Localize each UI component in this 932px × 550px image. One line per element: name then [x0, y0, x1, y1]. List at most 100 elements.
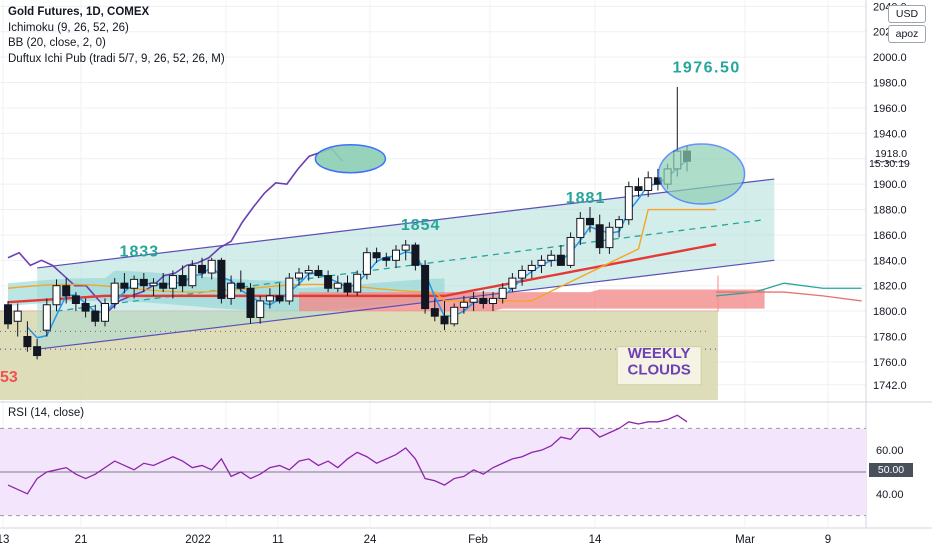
weekly-label-1: WEEKLY [628, 345, 691, 362]
annotation-1976-50: 1976.50 [672, 59, 740, 76]
time-axis[interactable]: 13 21 2022 11 24 Feb 14 Mar 9 [0, 534, 831, 546]
candle-body [130, 278, 139, 289]
candle-body [324, 275, 333, 289]
candle-body [440, 315, 449, 325]
highlight-ellipse-left [314, 143, 387, 174]
candle-body [469, 297, 478, 303]
price-tick: 1940.0 [873, 128, 907, 140]
candle-body [33, 346, 42, 357]
candle-body [295, 272, 303, 279]
candle-body [207, 259, 216, 274]
chart-legend: Gold Futures, 1D, COMEX Ichimoku (9, 26,… [8, 5, 225, 67]
candles [4, 86, 691, 360]
candle-body [52, 285, 61, 306]
candle-body [188, 264, 197, 287]
price-tick: 1742.0 [873, 380, 907, 392]
candle-body [595, 224, 604, 249]
candle-body [81, 302, 90, 312]
candle-body [314, 269, 323, 277]
currency-button[interactable]: USD [888, 5, 926, 23]
price-tick: 1820.0 [873, 281, 907, 293]
legend-bb[interactable]: BB (20, close, 2, 0) [8, 37, 106, 49]
candle-body [537, 259, 546, 266]
rsi-tick: 40.00 [876, 489, 904, 501]
candle-body [101, 302, 109, 322]
future-cloud-red [716, 291, 862, 302]
time-tick: 13 [0, 534, 9, 546]
annotation-1881: 1881 [566, 190, 606, 207]
candle-body [518, 269, 527, 279]
candle-body [265, 295, 274, 302]
time-tick: 14 [589, 534, 602, 546]
kijun-line [7, 243, 717, 304]
chikou-line [7, 147, 344, 313]
candle-body [62, 285, 71, 297]
legend-ichimoku[interactable]: Ichimoku (9, 26, 52, 26) [8, 21, 129, 34]
annotations: 1833 1854 1881 1976.50 53 WEEKLY CLOUDS [0, 59, 740, 386]
candle-body [489, 297, 497, 304]
candle-body [110, 282, 119, 304]
rsi-legend[interactable]: RSI (14, close) [8, 407, 85, 419]
price-tick: 1800.0 [873, 306, 907, 318]
candle-body [615, 219, 624, 228]
candle-body [479, 297, 488, 304]
time-tick: Feb [468, 534, 488, 546]
time-tick: 9 [825, 534, 831, 546]
candle-body [198, 264, 206, 274]
candle-body [382, 257, 391, 261]
price-tick: 1860.0 [873, 230, 907, 242]
candle-body [459, 301, 468, 308]
price-tick: 1840.0 [873, 255, 907, 267]
annotation-1854: 1854 [401, 217, 441, 234]
candle-body [227, 282, 236, 299]
candle-body [450, 306, 459, 325]
candle-body [634, 186, 643, 191]
candle-body [411, 244, 420, 266]
candle-body [556, 254, 565, 266]
candle-body [644, 177, 653, 191]
candle-body [139, 278, 148, 287]
time-tick: Mar [735, 534, 755, 546]
candle-body [217, 259, 226, 299]
candle-body [285, 277, 294, 302]
candle-body [392, 249, 400, 261]
candle-body [149, 282, 158, 287]
candle-body [566, 236, 575, 266]
price-tick: 1980.0 [873, 78, 907, 90]
future-cloud [716, 282, 862, 297]
candle-body [120, 282, 129, 289]
rsi-axis: 40.00 60.00 [876, 445, 904, 501]
candle-body [498, 287, 507, 299]
legend-duftux[interactable]: Duftux Ichi Pub (tradi 5/7, 9, 26, 52, 2… [8, 52, 225, 65]
price-tick: 1880.0 [873, 205, 907, 217]
legend-title: Gold Futures, 1D, COMEX [8, 6, 150, 18]
time-tick: 21 [75, 534, 88, 546]
price-tick: 1780.0 [873, 332, 907, 344]
candle-body [178, 275, 187, 287]
candle-body [605, 226, 614, 249]
price-tick: 1960.0 [873, 103, 907, 115]
candle-body [372, 252, 381, 259]
candle-body [421, 264, 430, 310]
candle-body [246, 287, 255, 318]
candle-body [624, 186, 633, 221]
countdown-timer: 15:30:19 [869, 158, 910, 170]
price-tick: 1760.0 [873, 357, 907, 369]
candle-body [304, 269, 313, 274]
candle-body [168, 275, 177, 289]
candle-body [430, 308, 439, 317]
current-price-tag: 1918.0 [869, 147, 913, 161]
candle-body [13, 310, 22, 322]
candle-body [586, 217, 594, 226]
candle-body [547, 254, 556, 261]
candle-body [42, 304, 51, 331]
price-tick: 2000.0 [873, 52, 907, 64]
candle-body [91, 310, 100, 322]
candle-body [353, 273, 362, 293]
rsi-line [7, 414, 688, 495]
scale-button[interactable]: apoz [888, 25, 926, 43]
candle-body [236, 282, 245, 289]
candle-body [71, 295, 80, 304]
rsi-value-tag: 50.00 [869, 463, 913, 477]
price-axis[interactable]: 1742.0 1760.0 1780.0 1800.0 1820.0 1840.0 1860… [873, 1, 907, 391]
